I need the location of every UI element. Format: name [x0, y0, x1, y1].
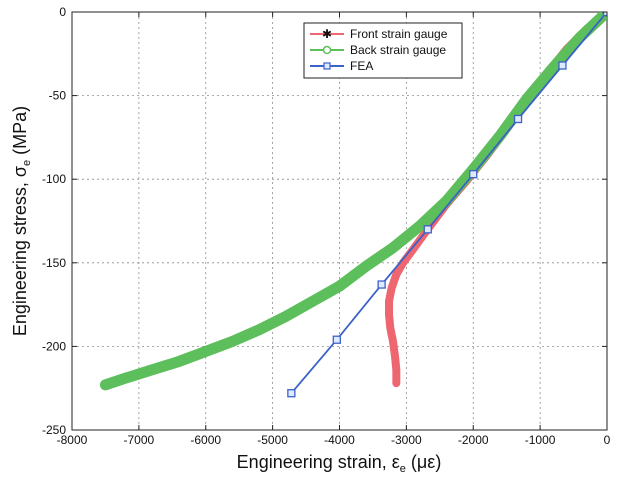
- axis-ticks: [71, 11, 608, 431]
- legend-marker-back: [322, 45, 332, 55]
- fea-point: [287, 389, 296, 398]
- legend-label-back: Back strain gauge: [350, 43, 446, 57]
- fea-point: [377, 280, 386, 289]
- y-tick-label: -100: [42, 172, 66, 186]
- fea-point: [513, 114, 523, 124]
- y-axis-title: Engineering stress, σe (MPa): [10, 106, 33, 336]
- y-tick-label: -200: [42, 339, 66, 353]
- y-axis-title-subscript: e: [21, 160, 33, 166]
- legend-marker-fea: [323, 62, 331, 70]
- fea-point: [558, 61, 567, 70]
- y-tick-label: -250: [42, 423, 66, 437]
- x-axis-title-unit: (με): [406, 452, 441, 472]
- y-tick-label: -50: [49, 89, 67, 103]
- y-tick-label: 0: [59, 5, 66, 19]
- fea-point: [423, 225, 432, 234]
- grid-lines: [72, 12, 607, 430]
- x-tick-label: -1000: [525, 433, 556, 447]
- tick-labels: -8000 -7000 -6000 -5000 -4000 -3000 -2000 -1000…: [42, 5, 611, 447]
- series-line-back-strain-gauge: [99, 12, 607, 391]
- fea-point: [602, 12, 607, 17]
- x-axis-title: Engineering strain, εe (με): [237, 452, 442, 475]
- x-tick-label: -7000: [124, 433, 155, 447]
- x-tick-label: -4000: [324, 433, 355, 447]
- legend-label-front: Front strain gauge: [350, 27, 448, 41]
- series-layer: [99, 12, 607, 398]
- y-tick-label: -150: [42, 256, 66, 270]
- x-axis-title-subscript: e: [400, 463, 406, 475]
- legend-label-fea: FEA: [350, 59, 373, 73]
- x-tick-label: -3000: [391, 433, 422, 447]
- y-axis-title-main: Engineering stress, σ: [10, 166, 30, 336]
- x-tick-label: -2000: [458, 433, 489, 447]
- x-tick-label: 0: [604, 433, 611, 447]
- legend: ✱ Front strain gauge Back strain gauge F…: [303, 22, 463, 79]
- series-line-fea: [290, 12, 607, 395]
- legend-marker-front: ✱: [322, 27, 332, 41]
- x-tick-label: -5000: [257, 433, 288, 447]
- fea-point: [332, 335, 341, 344]
- x-tick-label: -8000: [57, 433, 88, 447]
- x-axis-title-main: Engineering strain, ε: [237, 452, 400, 472]
- x-tick-label: -6000: [190, 433, 221, 447]
- fea-point: [469, 170, 478, 179]
- y-axis-title-unit: (MPa): [10, 106, 30, 160]
